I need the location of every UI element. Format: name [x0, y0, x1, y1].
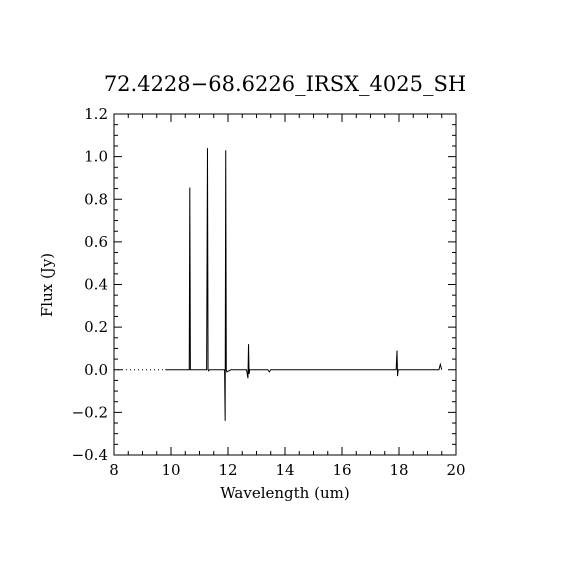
chart-title: 72.4228−68.6226_IRSX_4025_SH	[104, 72, 466, 96]
axis-ticks	[113, 113, 457, 456]
y-tick-label: −0.4	[72, 446, 108, 464]
y-tick-label: 1.0	[84, 148, 108, 166]
x-tick-label: 10	[161, 461, 180, 479]
x-tick-label: 8	[109, 461, 119, 479]
y-tick-label: 0.0	[84, 361, 108, 379]
x-tick-label: 12	[218, 461, 237, 479]
y-tick-label: 0.4	[84, 276, 108, 294]
axis-tick-labels: 8 10 12 14 16 18 20 −0.4 −0.2 0.0 0.2 0.4 0.6 0.8 1.0 1…	[72, 105, 466, 479]
y-axis-label: Flux (Jy)	[38, 253, 56, 317]
y-tick-label: 0.6	[84, 233, 108, 251]
y-tick-label: 0.2	[84, 318, 108, 336]
y-tick-label: −0.2	[72, 403, 108, 421]
plot-frame	[113, 113, 457, 456]
series-layer	[114, 148, 443, 421]
x-tick-label: 20	[446, 461, 465, 479]
y-tick-label: 1.2	[84, 105, 108, 123]
x-axis-label: Wavelength (um)	[220, 484, 349, 502]
x-tick-label: 16	[332, 461, 351, 479]
x-tick-label: 18	[389, 461, 408, 479]
x-tick-label: 14	[275, 461, 294, 479]
series-line	[165, 148, 443, 421]
y-tick-label: 0.8	[84, 190, 108, 208]
